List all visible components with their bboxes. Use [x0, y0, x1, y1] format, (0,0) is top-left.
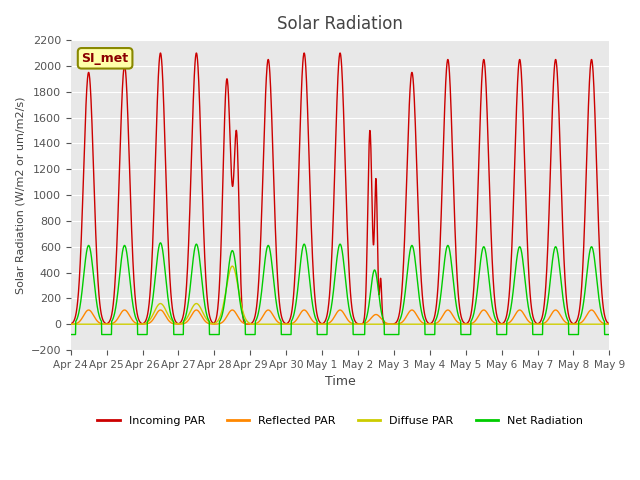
Reflected PAR	[218, 320, 225, 326]
Diffuse PAR	[356, 321, 364, 327]
Net Radiation	[218, 315, 225, 321]
Incoming PAR	[67, 321, 75, 327]
Reflected PAR	[605, 321, 613, 327]
Reflected PAR	[368, 315, 376, 321]
Reflected PAR	[67, 321, 75, 327]
Net Radiation	[605, 332, 613, 337]
Reflected PAR	[573, 321, 581, 327]
Net Radiation	[367, 282, 375, 288]
Incoming PAR	[573, 317, 581, 323]
Diffuse PAR	[497, 321, 504, 327]
Net Radiation	[573, 332, 580, 337]
Incoming PAR	[605, 321, 613, 326]
Net Radiation	[157, 240, 164, 246]
Diffuse PAR	[605, 321, 613, 327]
Y-axis label: Solar Radiation (W/m2 or um/m2/s): Solar Radiation (W/m2 or um/m2/s)	[15, 96, 25, 294]
X-axis label: Time: Time	[324, 375, 355, 388]
Line: Incoming PAR: Incoming PAR	[71, 53, 609, 324]
Reflected PAR	[84, 307, 92, 313]
Diffuse PAR	[573, 321, 580, 327]
Diffuse PAR	[67, 321, 75, 327]
Reflected PAR	[355, 321, 362, 327]
Incoming PAR	[497, 321, 505, 326]
Incoming PAR	[356, 321, 364, 327]
Net Radiation	[558, 287, 566, 293]
Text: SI_met: SI_met	[81, 52, 129, 65]
Incoming PAR	[558, 211, 566, 217]
Net Radiation	[356, 332, 364, 337]
Reflected PAR	[558, 315, 566, 321]
Incoming PAR	[390, 321, 397, 327]
Diffuse PAR	[558, 321, 566, 327]
Net Radiation	[67, 332, 75, 337]
Line: Reflected PAR: Reflected PAR	[71, 310, 609, 324]
Net Radiation	[497, 332, 504, 337]
Line: Net Radiation: Net Radiation	[71, 243, 609, 335]
Diffuse PAR	[367, 321, 375, 327]
Incoming PAR	[218, 238, 225, 243]
Reflected PAR	[497, 321, 505, 327]
Title: Solar Radiation: Solar Radiation	[277, 15, 403, 33]
Diffuse PAR	[228, 263, 236, 269]
Line: Diffuse PAR: Diffuse PAR	[71, 266, 609, 324]
Incoming PAR	[367, 167, 375, 172]
Reflected PAR	[356, 321, 364, 327]
Incoming PAR	[157, 50, 164, 56]
Legend: Incoming PAR, Reflected PAR, Diffuse PAR, Net Radiation: Incoming PAR, Reflected PAR, Diffuse PAR…	[93, 411, 587, 430]
Diffuse PAR	[217, 311, 225, 317]
